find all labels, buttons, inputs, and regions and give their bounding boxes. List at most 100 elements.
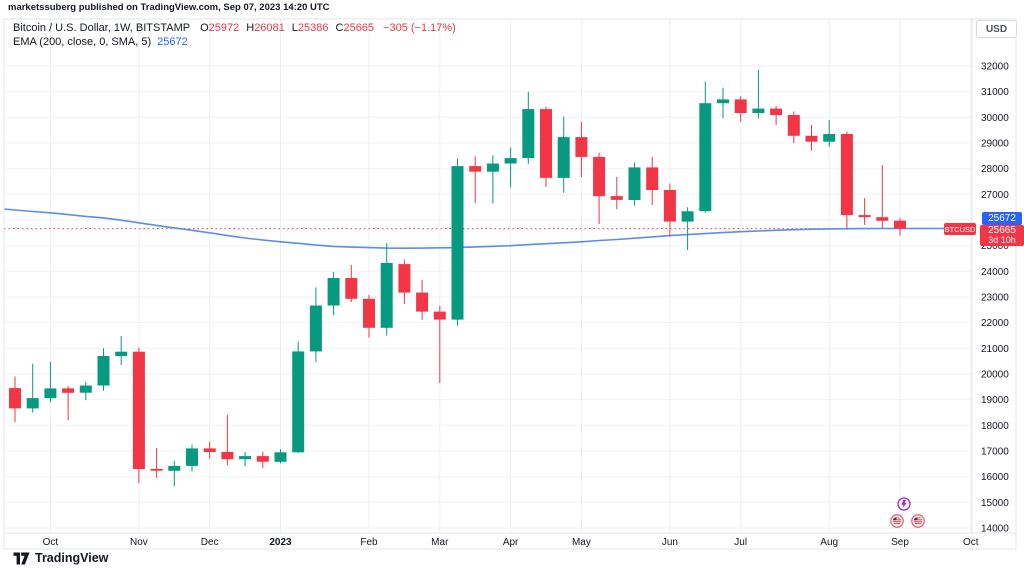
price-axis-label: 20000 [981,370,1009,381]
last-price-value: 25665 [988,225,1016,236]
svg-text:BTCUSD: BTCUSD [945,225,976,234]
candle[interactable] [486,155,499,204]
candle[interactable] [150,447,163,478]
ohlc-high: H26081 [246,22,285,34]
candle[interactable] [575,121,588,177]
candle[interactable] [663,183,676,237]
candles[interactable] [9,69,906,487]
candle[interactable] [416,279,429,320]
candle[interactable] [292,341,305,453]
candle[interactable] [203,441,216,459]
candle[interactable] [451,158,464,326]
candle[interactable] [876,165,889,229]
candle[interactable] [9,376,21,423]
candle[interactable] [433,305,446,383]
ema-price-tag: 25672 [982,212,1022,225]
time-axis-label: Oct [963,537,979,548]
ohlc-open: O25972 [200,22,240,34]
candle[interactable] [398,259,411,304]
candle[interactable] [363,294,375,338]
candle[interactable] [132,347,145,484]
candle[interactable] [699,81,712,213]
candle[interactable] [221,415,234,466]
time-axis-label: 2023 [269,537,292,548]
candle[interactable] [717,87,729,119]
bar-countdown: 3d 10h [988,235,1016,245]
time-axis-label: Mar [431,537,449,548]
time-axis-label: Oct [43,537,59,548]
price-axis-label: 18000 [981,421,1009,432]
candle[interactable] [540,106,552,187]
candle[interactable] [79,381,92,401]
candle[interactable] [327,272,340,316]
currency-toggle-button[interactable]: USD [976,20,1017,38]
price-axis-label: 16000 [981,472,1009,483]
candle[interactable] [26,363,39,413]
time-axis-label: Feb [360,537,378,548]
time-axis-label: Jul [734,537,747,548]
price-axis[interactable]: 32000 31000 30000 29000 28000 27000 25000 24000… [981,62,1009,535]
candle[interactable] [840,131,853,230]
candle[interactable] [557,116,570,193]
candle[interactable] [858,198,871,225]
candle[interactable] [805,125,818,151]
candle[interactable] [504,147,517,188]
lightning-icon[interactable] [897,497,911,511]
candle[interactable] [752,69,765,119]
candle[interactable] [309,287,322,362]
price-axis-label: 31000 [981,87,1009,98]
ohlc-low: L25386 [291,22,329,34]
price-axis-label: 27000 [981,190,1009,201]
symbol-title[interactable]: Bitcoin / U.S. Dollar, 1W, BITSTAMP [13,22,191,34]
time-axis-label: Nov [130,537,148,548]
candle[interactable] [186,444,198,472]
candle[interactable] [239,452,252,467]
time-axis-label: May [572,537,591,548]
tradingview-watermark[interactable]: TradingView [13,551,108,565]
attribution-text: marketssuberg published on TradingView.c… [8,2,330,13]
candle[interactable] [610,176,623,210]
candle[interactable] [770,105,783,125]
candle[interactable] [646,156,659,206]
symbol-price-tag: BTCUSD [944,223,976,235]
candle[interactable] [681,207,694,250]
price-axis-label: 19000 [981,395,1009,406]
us-flag-icon[interactable] [911,514,925,528]
candle[interactable] [469,156,482,204]
watermark-text: TradingView [35,551,109,565]
candle[interactable] [168,460,181,487]
tradingview-logo-icon [13,552,30,565]
candle[interactable] [593,152,606,225]
last-price-tag: 25665 3d 10h [980,225,1024,246]
price-axis-label: 32000 [981,62,1009,73]
candle[interactable] [380,243,393,336]
price-axis-label: 21000 [981,344,1009,355]
candle[interactable] [256,451,269,468]
price-axis-label: 29000 [981,139,1009,150]
candle[interactable] [734,96,747,122]
candle[interactable] [345,264,358,303]
price-axis-label: 14000 [981,524,1009,535]
candle[interactable] [522,91,535,164]
candle[interactable] [62,386,75,421]
candle[interactable] [894,217,906,236]
legend-indicator-row[interactable]: EMA (200, close, 0, SMA, 5) 25672 [13,35,456,49]
candle[interactable] [274,449,287,464]
time-axis-label: Sep [891,537,909,548]
indicator-title[interactable]: EMA (200, close, 0, SMA, 5) [13,36,152,48]
candle[interactable] [97,348,110,391]
candle[interactable] [628,162,641,206]
us-flag-icon[interactable] [890,514,904,528]
candle[interactable] [115,336,128,365]
candle[interactable] [44,361,57,403]
legend-symbol-row[interactable]: Bitcoin / U.S. Dollar, 1W, BITSTAMP O259… [13,21,456,35]
candle[interactable] [787,111,800,143]
chart-borders [3,18,1017,550]
chart-legend: Bitcoin / U.S. Dollar, 1W, BITSTAMP O259… [13,21,456,49]
candle[interactable] [823,119,836,147]
grid [4,19,972,533]
time-axis[interactable]: Oct Nov Dec 2023 Feb Mar Apr May Jun Jul Aug Sep Oct [43,537,979,548]
time-axis-label: Apr [503,537,519,548]
